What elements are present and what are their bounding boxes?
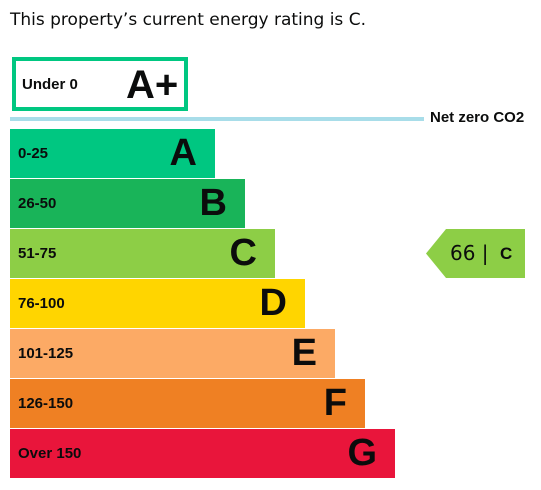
net-zero-line bbox=[10, 117, 424, 121]
band-d-range: 76-100 bbox=[18, 295, 65, 312]
current-rating-arrow-icon bbox=[426, 229, 525, 278]
band-a-plus-letter: A+ bbox=[126, 63, 179, 107]
band-d: 76-100 D bbox=[10, 279, 305, 328]
band-d-letter: D bbox=[259, 282, 287, 324]
band-c: 51-75 C bbox=[10, 229, 275, 278]
band-c-range: 51-75 bbox=[18, 245, 57, 262]
band-e: 101-125 E bbox=[10, 329, 335, 378]
current-rating-score: 66 | bbox=[450, 241, 489, 265]
band-a-plus: Under 0 A+ bbox=[12, 57, 188, 111]
band-f-range: 126-150 bbox=[18, 395, 74, 412]
net-zero-label: Net zero CO2 bbox=[430, 109, 525, 126]
band-e-range: 101-125 bbox=[18, 345, 74, 362]
band-a-letter: A bbox=[169, 132, 197, 174]
band-a-plus-range: Under 0 bbox=[22, 76, 78, 93]
band-b-range: 26-50 bbox=[18, 195, 57, 212]
band-g-letter: G bbox=[347, 432, 377, 474]
current-rating-letter: C bbox=[500, 244, 513, 263]
band-g: Over 150 G bbox=[10, 429, 395, 478]
band-f-letter: F bbox=[323, 382, 347, 424]
band-a: 0-25 A bbox=[10, 129, 215, 178]
band-b-letter: B bbox=[199, 182, 227, 224]
band-e-letter: E bbox=[291, 332, 317, 374]
band-f: 126-150 F bbox=[10, 379, 365, 428]
band-b: 26-50 B bbox=[10, 179, 245, 228]
band-c-letter: C bbox=[229, 232, 257, 274]
band-a-range: 0-25 bbox=[18, 145, 49, 162]
current-rating-marker: 66 | C bbox=[426, 229, 525, 278]
band-g-range: Over 150 bbox=[18, 445, 82, 462]
energy-rating-summary: This property’s current energy rating is… bbox=[10, 10, 366, 30]
